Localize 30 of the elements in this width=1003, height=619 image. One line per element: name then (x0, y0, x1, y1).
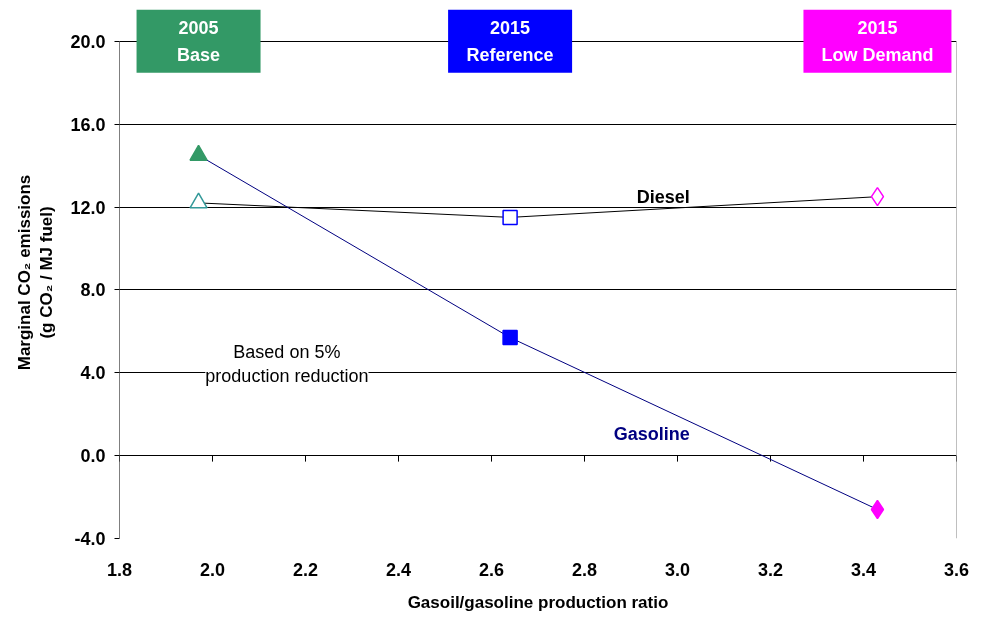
x-tick-label: 3.0 (664, 559, 691, 580)
text: 2015 Low Demand (821, 17, 934, 65)
x-tick-label: 2.8 (571, 559, 598, 580)
series-label: Gasoline (613, 423, 690, 444)
x-tick-label: 2.4 (385, 559, 412, 580)
text: 2005 Base (177, 17, 221, 65)
x-tick-label: 2.2 (292, 559, 319, 580)
x-tick-label: 3.6 (943, 559, 970, 580)
x-tick-label: 2.6 (478, 559, 505, 580)
x-tick-label: 3.2 (757, 559, 784, 580)
series-label: Diesel (636, 187, 690, 208)
point (189, 144, 208, 161)
y-tick-label: 20.0 (70, 31, 106, 52)
x-tick-label: 3.4 (850, 559, 877, 580)
x-tick-label: 2.0 (199, 559, 226, 580)
y-tick-label: 16.0 (70, 114, 106, 135)
x-axis-title: Gasoil/gasoline production ratio (407, 592, 669, 612)
x-tick-label: 1.8 (106, 559, 133, 580)
y-tick-label: 4.0 (80, 363, 106, 384)
y-tick-label: 12.0 (70, 197, 106, 218)
y-tick-label: 0.0 (80, 446, 106, 467)
annotation: Based on 5% production reduction (205, 342, 369, 387)
y-tick-label: 8.0 (80, 280, 106, 301)
point (870, 499, 885, 520)
point (502, 329, 518, 346)
text: 2015 Reference (466, 17, 554, 65)
y-axis-title: Marginal CO₂ emissions (g CO₂ / MJ fuel) (14, 174, 57, 371)
point (870, 186, 885, 207)
y-tick-label: -4.0 (74, 529, 106, 549)
point (502, 209, 518, 226)
